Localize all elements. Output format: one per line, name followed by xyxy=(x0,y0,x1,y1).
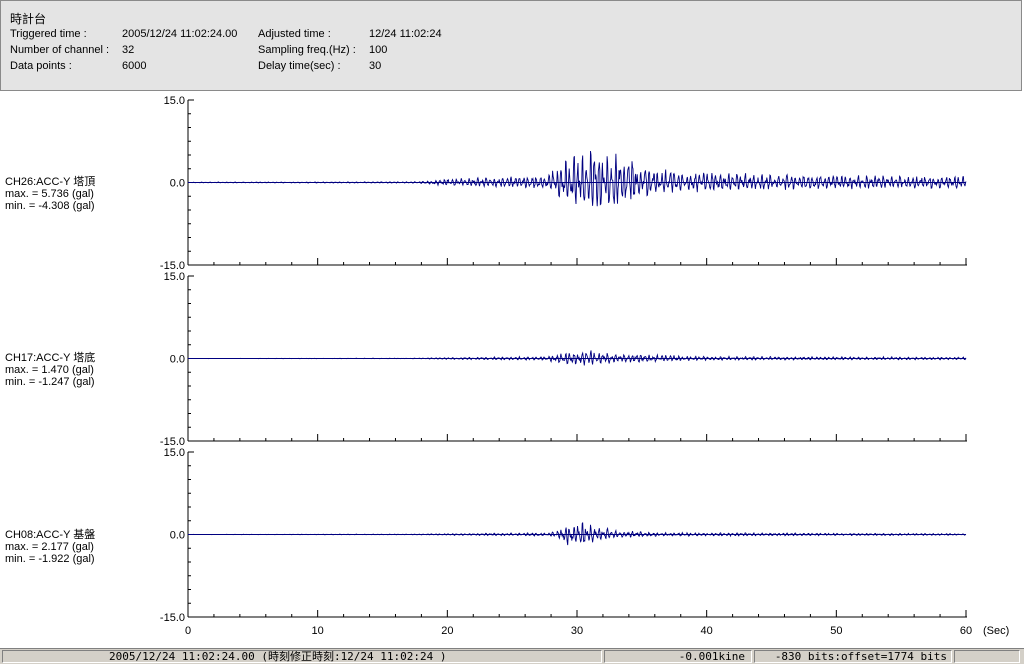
y-tick-label: 15.0 xyxy=(164,271,185,283)
status-velocity: -0.001kine xyxy=(604,650,752,663)
delay-time-label: Delay time(sec) : xyxy=(258,60,341,72)
channel-name: CH26:ACC-Y 塔頂 xyxy=(5,176,96,188)
channel-count-value: 32 xyxy=(122,44,135,56)
y-tick-label: -15.0 xyxy=(160,612,185,624)
sampling-freq-label: Sampling freq.(Hz) : xyxy=(258,44,356,56)
waveform-trace xyxy=(187,522,967,546)
channel-name: CH17:ACC-Y 塔底 xyxy=(5,352,96,364)
waveform-trace xyxy=(187,150,967,207)
channel-count-label: Number of channel : xyxy=(10,44,110,56)
channel-label-ch08: CH08:ACC-Y 基盤 max. = 2.177 (gal) min. = … xyxy=(5,529,95,565)
adjusted-time-label: Adjusted time : xyxy=(258,28,331,40)
data-points-label: Data points : xyxy=(10,60,72,72)
adjusted-time-value: 12/24 11:02:24 xyxy=(369,28,442,40)
channel-label-ch17: CH17:ACC-Y 塔底 max. = 1.470 (gal) min. = … xyxy=(5,352,95,388)
waveform-chart: 15.00.0-15.015.00.0-15.015.00.0-15.00 10 2… xyxy=(160,95,1009,637)
x-tick-label: 40 xyxy=(701,625,713,637)
x-axis-unit: (Sec) xyxy=(983,625,1009,637)
status-bar: 2005/12/24 11:02:24.00 (時刻修正時刻:12/24 11:… xyxy=(0,648,1024,664)
triggered-time-label: Triggered time : xyxy=(10,28,87,40)
waveform-trace xyxy=(187,350,967,366)
y-tick-label: 15.0 xyxy=(164,95,185,107)
waveform-plot-area: 15.0 0.0 -15.0 15.0 0.0 -15.0 15.0 0.0 -15.0 0 10 2… xyxy=(0,91,1022,648)
y-tick-label: 0.0 xyxy=(170,530,185,542)
x-tick-label: 50 xyxy=(830,625,842,637)
triggered-time-value: 2005/12/24 11:02:24.00 xyxy=(122,28,238,40)
info-panel: 時計台 Triggered time : 2005/12/24 11:02:24… xyxy=(0,0,1022,91)
channel-max: max. = 5.736 (gal) xyxy=(5,188,94,200)
channel-min: min. = -1.922 (gal) xyxy=(5,553,95,565)
delay-time-value: 30 xyxy=(369,60,382,72)
data-points-value: 6000 xyxy=(122,60,147,72)
y-tick-label: -15.0 xyxy=(160,436,185,448)
station-title: 時計台 xyxy=(10,12,47,26)
x-tick-label: 20 xyxy=(441,625,453,637)
x-tick-label: 30 xyxy=(571,625,583,637)
y-tick-label: 0.0 xyxy=(170,178,185,190)
channel-min: min. = -1.247 (gal) xyxy=(5,376,95,388)
y-tick-label: -15.0 xyxy=(160,260,185,272)
status-empty-panel xyxy=(954,650,1020,663)
channel-label-ch26: CH26:ACC-Y 塔頂 max. = 5.736 (gal) min. = … xyxy=(5,176,95,212)
status-bits: -830 bits:offset=1774 bits xyxy=(754,650,952,663)
y-tick-label: 0.0 xyxy=(170,354,185,366)
x-tick-label: 0 xyxy=(185,625,191,637)
y-tick-label: 15.0 xyxy=(164,447,185,459)
x-tick-label: 60 xyxy=(960,625,972,637)
channel-min: min. = -4.308 (gal) xyxy=(5,200,95,212)
channel-max: max. = 2.177 (gal) xyxy=(5,541,94,553)
channel-name: CH08:ACC-Y 基盤 xyxy=(5,529,96,541)
x-tick-label: 10 xyxy=(312,625,324,637)
status-time: 2005/12/24 11:02:24.00 (時刻修正時刻:12/24 11:… xyxy=(2,650,602,663)
sampling-freq-value: 100 xyxy=(369,44,388,56)
channel-max: max. = 1.470 (gal) xyxy=(5,364,94,376)
